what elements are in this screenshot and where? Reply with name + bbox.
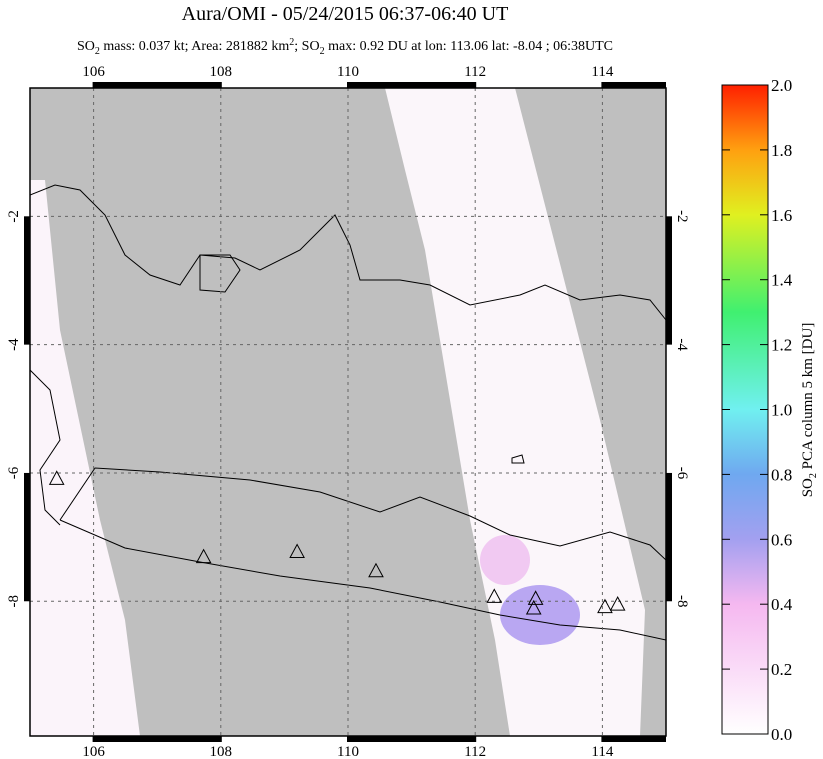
colorbar-label: SO2 PCA column 5 km [DU] bbox=[800, 323, 819, 498]
colorbar-label-part: SO bbox=[800, 478, 816, 497]
colorbar-tick-label: 0.0 bbox=[771, 725, 792, 744]
title: Aura/OMI - 05/24/2015 06:37-06:40 UT bbox=[182, 3, 509, 25]
colorbar-label-part: PCA column 5 km [DU] bbox=[800, 323, 816, 473]
subtitle: SO2 mass: 0.037 kt; Area: 281882 km2; SO… bbox=[77, 37, 613, 57]
volcano bbox=[597, 598, 613, 614]
volcano bbox=[486, 588, 503, 603]
colorbar-tick-label: 0.2 bbox=[771, 660, 792, 679]
coast-java bbox=[59, 467, 666, 641]
swath bbox=[30, 180, 140, 736]
coast-island bbox=[511, 454, 525, 464]
coast-island bbox=[199, 254, 241, 293]
superscript: 2 bbox=[289, 37, 294, 48]
y-tick-label: -6 bbox=[6, 466, 22, 479]
so2-plume bbox=[500, 585, 580, 645]
colorbar-tick-label: 0.4 bbox=[771, 595, 793, 614]
volcano bbox=[195, 548, 212, 564]
x-tick-label: 108 bbox=[210, 744, 233, 759]
frame-bar bbox=[348, 82, 476, 88]
frame-bar bbox=[93, 82, 221, 88]
frame-bar bbox=[602, 736, 666, 742]
volcano bbox=[368, 562, 384, 578]
x-tick-label: 106 bbox=[82, 64, 105, 80]
volcano bbox=[48, 470, 65, 485]
x-tick-label: 114 bbox=[591, 744, 613, 759]
subtitle-part: ; SO bbox=[294, 39, 319, 54]
colorbar-tick-label: 1.6 bbox=[771, 206, 792, 225]
x-tick-label: 110 bbox=[337, 64, 359, 80]
y-tick-label: -2 bbox=[674, 210, 690, 223]
volcano bbox=[525, 599, 542, 615]
subscript: 2 bbox=[95, 46, 100, 57]
x-tick-label: 112 bbox=[464, 64, 486, 80]
y-tick-label: -4 bbox=[6, 338, 22, 351]
volcano bbox=[289, 543, 305, 559]
colorbar-tick-label: 2.0 bbox=[771, 76, 792, 95]
so2-plume bbox=[480, 535, 530, 585]
subtitle-part: SO bbox=[77, 39, 95, 54]
subscript: 2 bbox=[320, 46, 325, 57]
y-tick-label: -8 bbox=[6, 595, 22, 608]
colorbar-tick-label: 1.4 bbox=[771, 271, 793, 290]
coastlines bbox=[30, 184, 666, 641]
frame-bar bbox=[666, 472, 672, 602]
swath bbox=[385, 88, 645, 736]
x-tick-label: 114 bbox=[591, 64, 613, 80]
frame-bar bbox=[24, 216, 30, 345]
frame-bar bbox=[348, 736, 476, 742]
y-tick-label: -4 bbox=[674, 338, 690, 351]
colorbar-tick-label: 1.0 bbox=[771, 401, 792, 420]
frame-bar bbox=[93, 736, 221, 742]
colorbar-tick-label: 1.8 bbox=[771, 141, 792, 160]
x-tick-label: 108 bbox=[210, 64, 233, 80]
colorbar-tick-label: 1.2 bbox=[771, 336, 792, 355]
subtitle-part: max: 0.92 DU at lon: 113.06 lat: -8.04 ;… bbox=[325, 39, 613, 54]
frame-bar bbox=[602, 82, 666, 88]
grid bbox=[30, 88, 666, 736]
colorbar-tick-label: 0.8 bbox=[771, 465, 792, 484]
frame-bar bbox=[24, 472, 30, 602]
frame-bar bbox=[666, 216, 672, 345]
y-tick-label: -6 bbox=[674, 467, 690, 480]
x-tick-label: 110 bbox=[337, 744, 359, 759]
x-tick-label: 106 bbox=[82, 744, 105, 759]
coast-sumatra bbox=[30, 369, 61, 526]
subscript: 2 bbox=[808, 473, 819, 478]
y-tick-label: -2 bbox=[6, 210, 22, 223]
y-tick-label: -8 bbox=[674, 595, 690, 608]
colorbar-tick-label: 0.6 bbox=[771, 530, 792, 549]
volcano bbox=[609, 596, 626, 611]
x-tick-label: 112 bbox=[464, 744, 486, 759]
coast-borneo bbox=[30, 184, 666, 321]
subtitle-part: mass: 0.037 kt; Area: 281882 km bbox=[100, 39, 289, 54]
